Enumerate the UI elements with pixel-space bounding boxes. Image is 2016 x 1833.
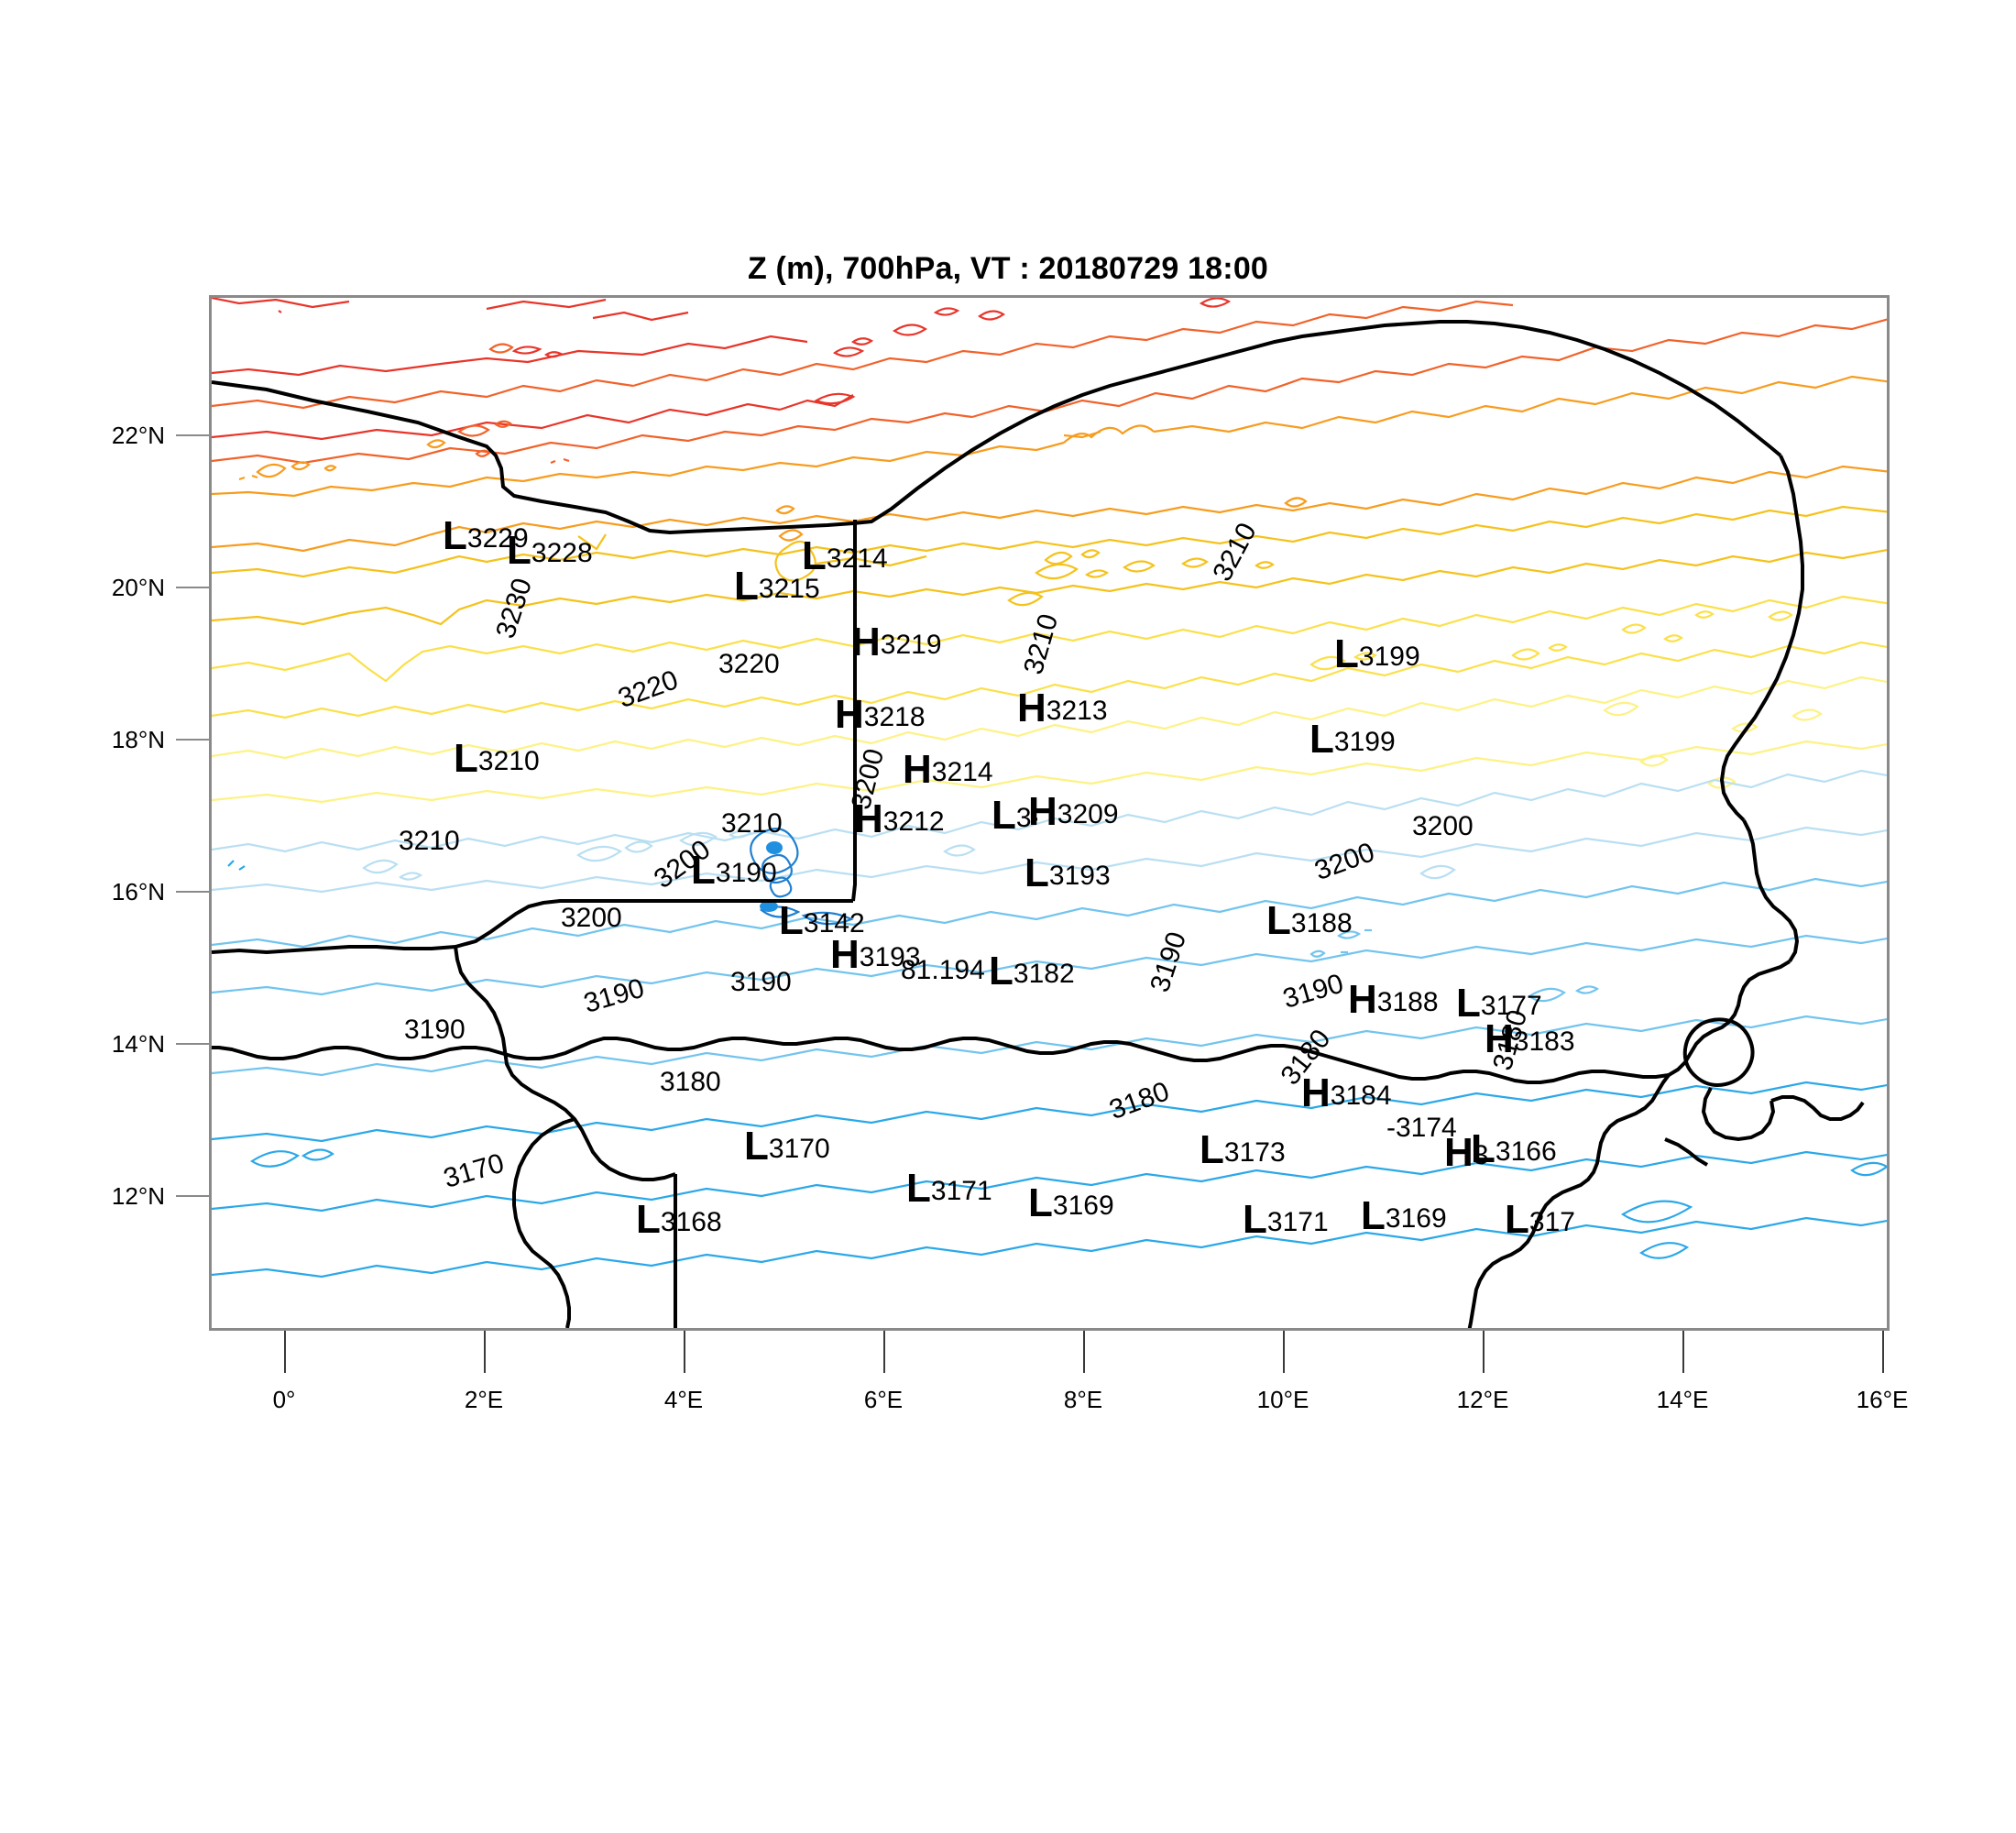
- contour-core-fill: [760, 841, 783, 912]
- contour-label: 3190: [404, 1015, 466, 1045]
- low-marker: L3193: [1024, 851, 1111, 895]
- high-marker: H3188: [1348, 977, 1439, 1022]
- low-marker: L3142: [779, 898, 865, 943]
- contour-label: 3220: [718, 649, 780, 679]
- contour-label: 3180: [660, 1067, 721, 1097]
- x-tick-label: 14°E: [1656, 1386, 1709, 1413]
- high-marker: H3184: [1301, 1070, 1392, 1115]
- high-marker: H3212: [854, 796, 945, 841]
- country-borders: [212, 320, 1865, 1328]
- x-tick-label: 0°: [272, 1386, 296, 1413]
- y-tick: [176, 587, 209, 588]
- contour-label: 3200: [1412, 811, 1474, 841]
- contour-map: [212, 298, 1887, 1328]
- contour-core-group: [750, 828, 854, 926]
- high-marker: H3193: [830, 932, 921, 977]
- low-marker: L3215: [734, 564, 820, 609]
- low-marker: L3166: [1471, 1126, 1557, 1171]
- y-tick-label: 20°N: [111, 574, 165, 601]
- map-plot-area: 3230 3220 3220 3210 3210 3210 3210 3200 …: [209, 295, 1890, 1331]
- low-marker: L3171: [1243, 1197, 1329, 1242]
- x-tick-label: 16°E: [1856, 1386, 1909, 1413]
- high-marker: H3218: [835, 692, 926, 737]
- station-value: 81.194: [901, 955, 985, 985]
- low-marker: L3169: [1361, 1193, 1447, 1238]
- low-marker: L3199: [1309, 717, 1396, 762]
- low-marker: L3171: [906, 1166, 992, 1211]
- x-tick: [1283, 1331, 1285, 1373]
- high-marker: H3: [1444, 1130, 1489, 1175]
- contour-3185-group: [212, 769, 1887, 894]
- high-marker: H3219: [851, 620, 942, 664]
- y-tick: [176, 434, 209, 436]
- low-marker: L3168: [636, 1197, 722, 1242]
- y-tick-label: 22°N: [111, 422, 165, 449]
- y-tick-label: 18°N: [111, 726, 165, 753]
- y-tick: [176, 1043, 209, 1045]
- low-marker: L3182: [989, 949, 1075, 993]
- high-marker: H3213: [1017, 686, 1108, 730]
- contour-3180-group: [212, 877, 1887, 1077]
- contour-label: -3174: [1386, 1113, 1457, 1143]
- y-tick-label: 16°N: [111, 878, 165, 906]
- low-marker: L317: [1505, 1197, 1575, 1242]
- x-tick: [1483, 1331, 1485, 1373]
- x-tick-label: 10°E: [1256, 1386, 1309, 1413]
- x-tick: [1882, 1331, 1884, 1373]
- x-tick: [484, 1331, 486, 1373]
- x-tick: [1682, 1331, 1684, 1373]
- y-tick: [176, 1195, 209, 1197]
- y-tick-label: 12°N: [111, 1182, 165, 1210]
- low-marker: L3214: [802, 533, 888, 578]
- low-marker: L3·: [992, 793, 1041, 838]
- low-marker: L3229: [443, 513, 529, 558]
- low-marker: L3177: [1456, 981, 1542, 1026]
- y-tick: [176, 891, 209, 893]
- y-tick: [176, 739, 209, 741]
- x-tick: [684, 1331, 685, 1373]
- low-marker: L3210: [454, 736, 540, 781]
- contour-3175-group: [212, 860, 1887, 1279]
- low-marker: L3169: [1028, 1180, 1114, 1225]
- high-marker: H3183: [1485, 1016, 1575, 1061]
- high-marker: H3209: [1028, 789, 1119, 834]
- contour-lines: [212, 298, 1887, 1279]
- contour-3190-group: [212, 675, 1887, 804]
- contour-3195-group: [212, 595, 1887, 719]
- low-marker: L3170: [744, 1124, 830, 1169]
- contour-label: 3200: [561, 903, 622, 933]
- contour-label: 3190: [730, 967, 792, 997]
- contour-3220-group: [212, 300, 1887, 465]
- x-tick: [1083, 1331, 1085, 1373]
- low-marker: L3190: [691, 848, 777, 893]
- contour-3230-group: [212, 298, 1232, 441]
- x-tick-label: 4°E: [663, 1386, 704, 1413]
- chart-title: Z (m), 700hPa, VT : 20180729 18:00: [747, 251, 1269, 286]
- low-marker: L3173: [1200, 1127, 1286, 1172]
- contour-3210-group: [212, 375, 1887, 553]
- x-tick-label: 2°E: [464, 1386, 504, 1413]
- low-marker: L3188: [1266, 898, 1353, 943]
- x-tick-label: 12°E: [1456, 1386, 1509, 1413]
- x-tick-label: 6°E: [863, 1386, 904, 1413]
- high-marker: H3214: [903, 747, 993, 792]
- x-tick: [883, 1331, 885, 1373]
- low-marker: L3199: [1334, 631, 1420, 676]
- contour-3200-group: [212, 505, 1887, 626]
- low-marker: L3228: [507, 528, 593, 573]
- y-tick-label: 14°N: [111, 1030, 165, 1058]
- contour-label: 3210: [399, 826, 460, 856]
- x-tick-label: 8°E: [1063, 1386, 1103, 1413]
- x-tick: [284, 1331, 286, 1373]
- contour-label: 3210: [721, 808, 783, 839]
